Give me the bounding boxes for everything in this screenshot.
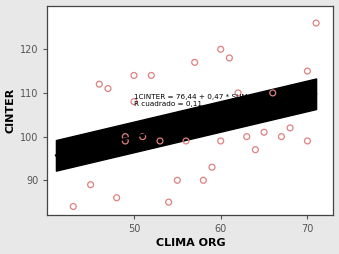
Point xyxy=(209,165,215,169)
Point xyxy=(244,135,250,139)
Point xyxy=(313,21,319,25)
Point xyxy=(88,183,93,187)
Point xyxy=(175,178,180,182)
Point xyxy=(218,139,223,143)
Point xyxy=(305,139,310,143)
Point xyxy=(123,139,128,143)
Point xyxy=(157,139,163,143)
Point xyxy=(140,135,145,139)
X-axis label: CLIMA ORG: CLIMA ORG xyxy=(156,239,225,248)
Point xyxy=(148,73,154,77)
Point xyxy=(261,130,267,134)
Point xyxy=(305,69,310,73)
Point xyxy=(131,100,137,104)
Point xyxy=(287,126,293,130)
Point xyxy=(97,82,102,86)
Point xyxy=(279,135,284,139)
Point xyxy=(201,178,206,182)
Point xyxy=(218,47,223,51)
Point xyxy=(183,139,189,143)
Point xyxy=(114,196,119,200)
Point xyxy=(253,148,258,152)
Point xyxy=(166,200,172,204)
Point xyxy=(71,204,76,209)
Point xyxy=(105,87,111,91)
Y-axis label: CINTER: CINTER xyxy=(5,88,16,133)
Point xyxy=(227,56,232,60)
Text: 1CINTER = 76,44 + 0,47 * SUMATOT
R cuadrado = 0,11: 1CINTER = 76,44 + 0,47 * SUMATOT R cuadr… xyxy=(134,94,266,107)
Point xyxy=(131,73,137,77)
Point xyxy=(123,135,128,139)
Point xyxy=(270,91,276,95)
Point xyxy=(192,60,197,64)
Point xyxy=(235,91,241,95)
